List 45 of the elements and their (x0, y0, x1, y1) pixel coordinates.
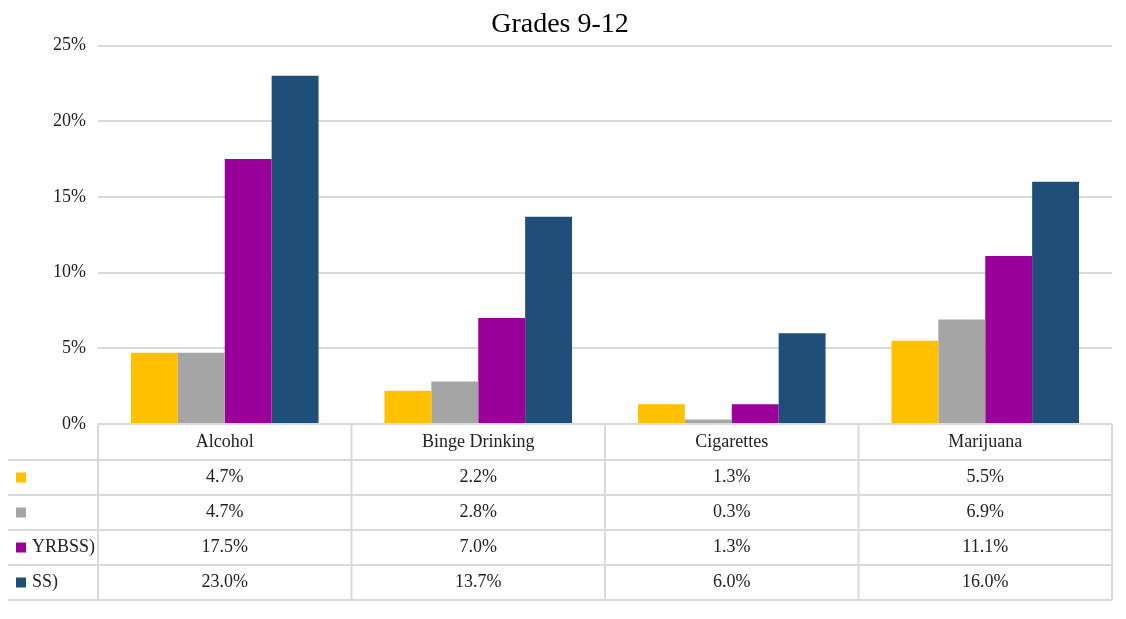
data-label: 23.0% (201, 571, 248, 592)
data-label: 1.3% (713, 466, 751, 487)
bar (177, 352, 225, 423)
x-tick-label: Binge Drinking (422, 431, 535, 452)
y-tick-label: 25% (53, 34, 86, 55)
bar (731, 404, 779, 423)
bar (478, 318, 526, 423)
data-label: 16.0% (962, 571, 1009, 592)
data-label: 13.7% (455, 571, 502, 592)
y-tick-label: 15% (53, 185, 86, 206)
data-label: 4.7% (206, 466, 244, 487)
bar (637, 404, 685, 423)
data-label: 7.0% (459, 536, 497, 557)
bar (525, 216, 573, 423)
bar (431, 381, 479, 423)
chart-title: Grades 9-12 (491, 7, 629, 39)
data-label: 0.3% (713, 501, 751, 522)
bar (1032, 181, 1080, 423)
bar (224, 159, 272, 423)
bar (684, 419, 732, 423)
data-label: 4.7% (206, 501, 244, 522)
y-tick-label: 10% (53, 261, 86, 282)
data-label: 2.8% (459, 501, 497, 522)
data-label: 6.0% (713, 571, 751, 592)
data-label: 2.2% (459, 466, 497, 487)
x-tick-label: Marijuana (948, 431, 1023, 452)
data-label: 1.3% (713, 536, 751, 557)
data-label: 11.1% (962, 536, 1009, 557)
bar (985, 255, 1033, 423)
x-tick-label: Alcohol (195, 431, 254, 452)
y-tick-label: 5% (62, 337, 86, 358)
bar (891, 340, 939, 423)
bar (384, 390, 432, 423)
y-tick-label: 0% (62, 412, 86, 433)
bar (778, 333, 826, 423)
data-label: 5.5% (966, 466, 1004, 487)
bar (271, 75, 319, 423)
legend-label: SS) (32, 571, 59, 593)
bar (130, 352, 178, 423)
bar (938, 319, 986, 423)
y-tick-label: 20% (53, 110, 86, 131)
x-tick-label: Cigarettes (695, 431, 769, 452)
data-label: 17.5% (201, 536, 248, 557)
data-label: 6.9% (966, 501, 1004, 522)
legend-label: YRBSS) (32, 536, 96, 558)
